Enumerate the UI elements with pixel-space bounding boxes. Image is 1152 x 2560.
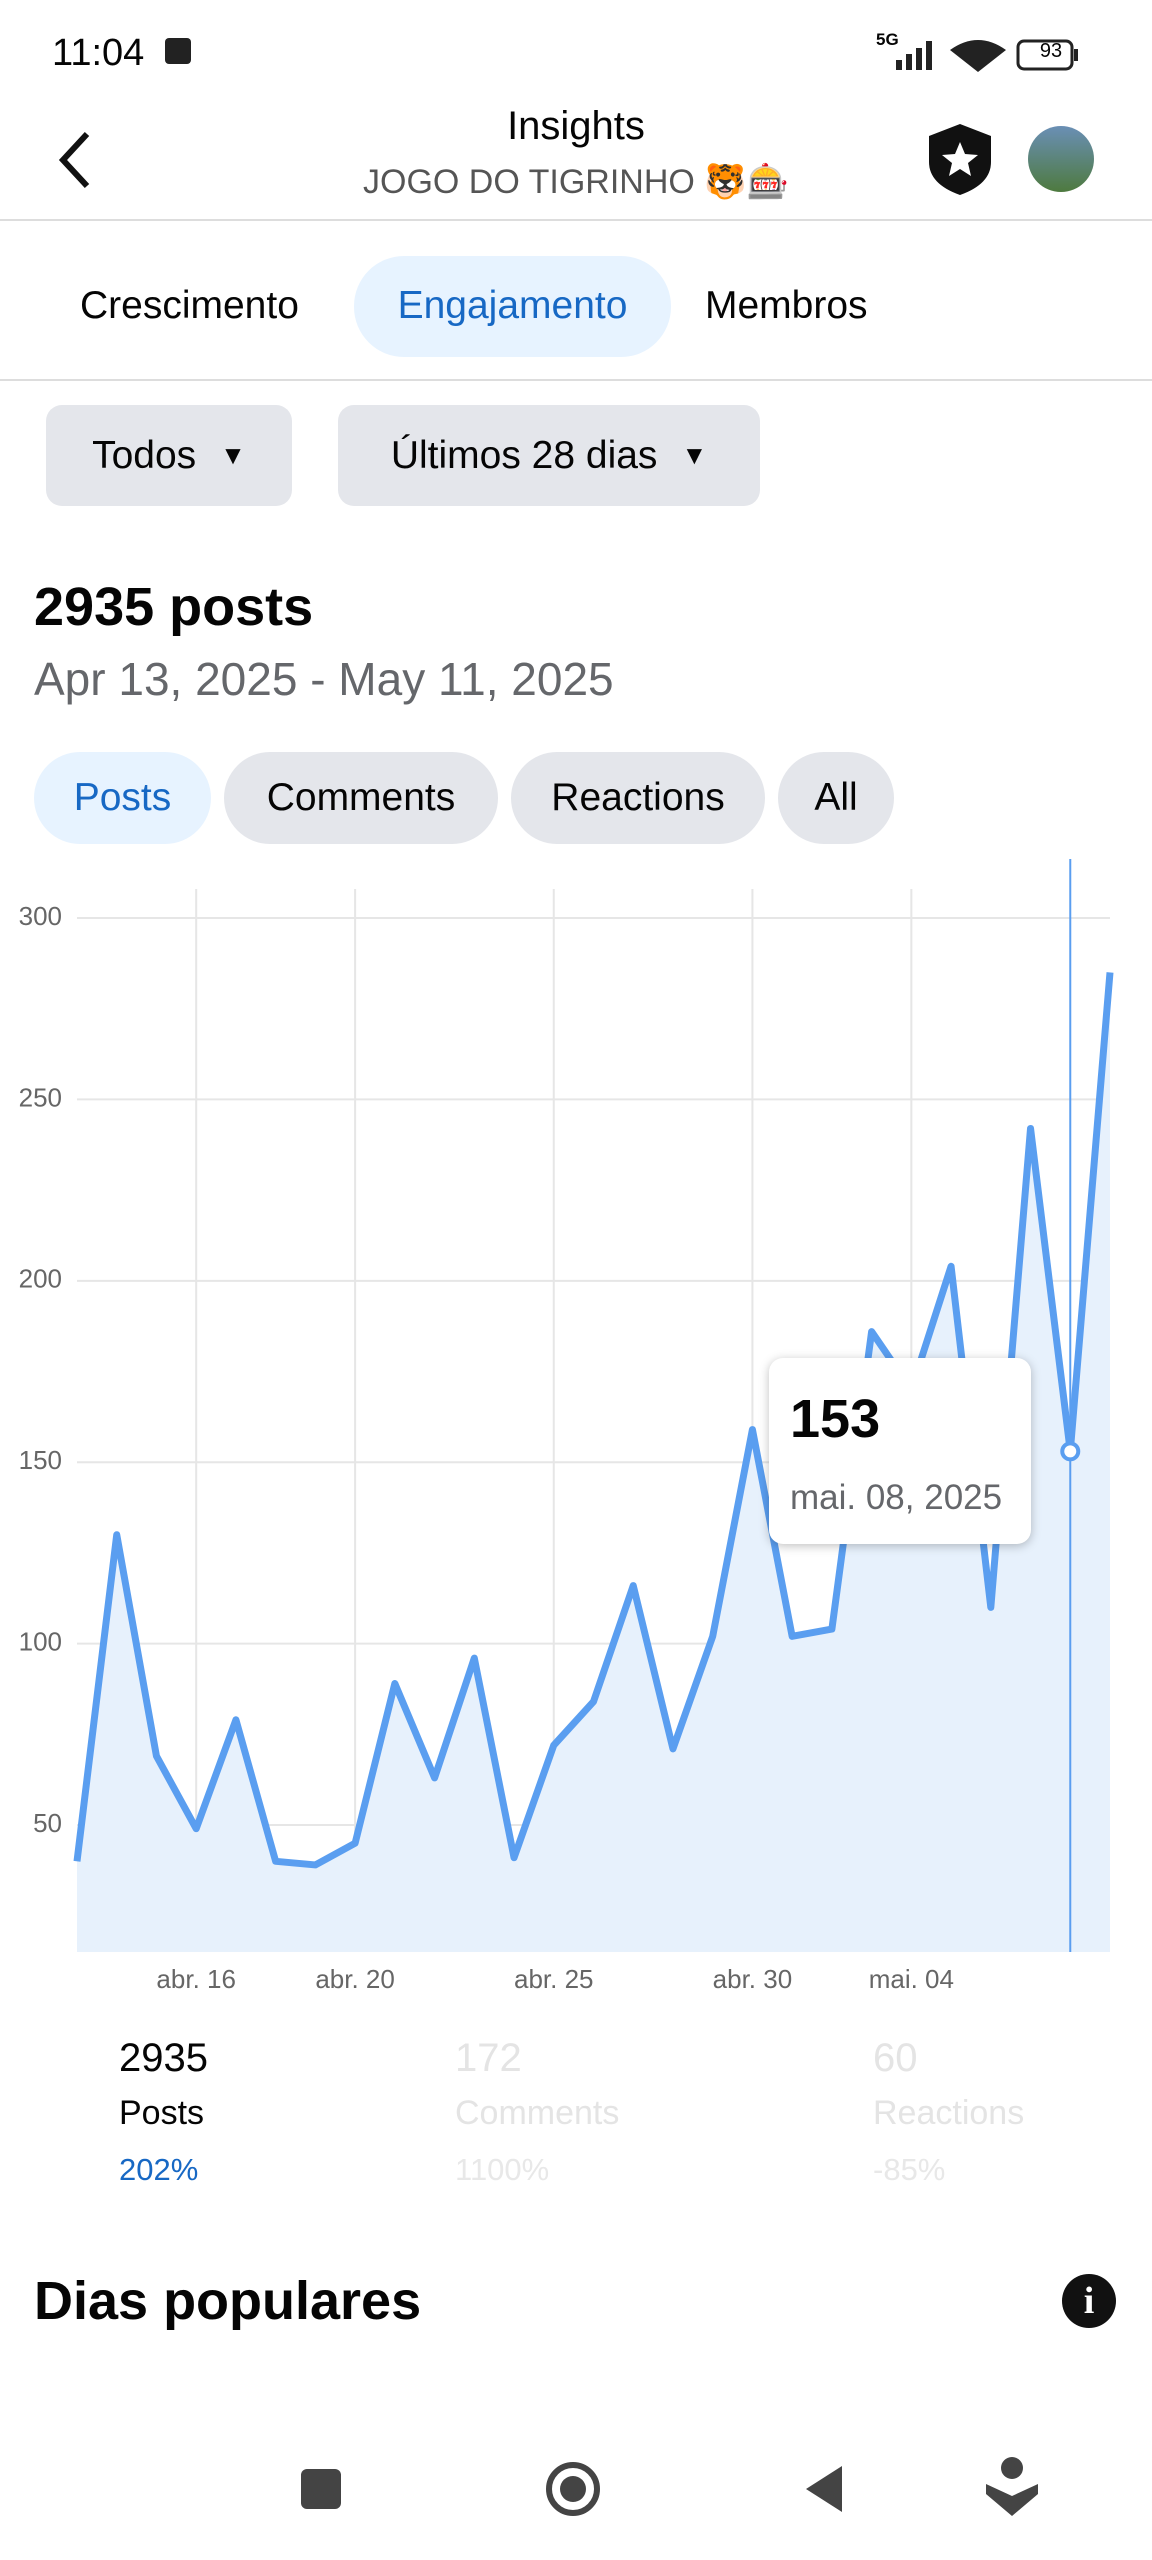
filter-label: Todos <box>92 433 197 477</box>
stat-label: Posts <box>119 2094 205 2132</box>
stat-change: -85% <box>873 2152 946 2187</box>
tooltip-date: mai. 08, 2025 <box>790 1478 1003 1517</box>
y-tick-label: 250 <box>19 1082 62 1112</box>
caret: ▼ <box>681 440 708 470</box>
x-tick-label: abr. 25 <box>514 1964 594 1994</box>
tab-active-bg <box>354 256 671 357</box>
metric-tab[interactable]: Reactions <box>511 752 765 844</box>
divider <box>0 379 1152 381</box>
header-subtitle: JOGO DO TIGRINHO 🐯🎰 <box>363 163 789 201</box>
network-label: 5G <box>876 30 899 49</box>
tab[interactable]: Membros <box>705 284 868 327</box>
tab-active[interactable]: Engajamento <box>397 284 628 327</box>
tab[interactable]: Crescimento <box>80 284 299 327</box>
filter-dropdown[interactable]: Últimos 28 dias ▼ <box>338 405 760 506</box>
admin-badge[interactable] <box>925 122 995 197</box>
x-tick-label: abr. 16 <box>156 1964 236 1994</box>
divider <box>0 219 1152 221</box>
x-tick-label: abr. 30 <box>713 1964 793 1994</box>
y-tick-label: 150 <box>19 1445 62 1475</box>
stat-value: 172 <box>455 2036 522 2080</box>
y-tick-label: 50 <box>33 1808 62 1838</box>
tooltip-value: 153 <box>790 1389 881 1449</box>
filter-dropdown[interactable]: Todos ▼ <box>46 405 292 506</box>
stat-value: 2935 <box>119 2036 208 2080</box>
metric-tab[interactable]: All <box>778 752 894 844</box>
recents-button[interactable] <box>301 2469 341 2509</box>
y-tick-label: 100 <box>19 1626 62 1656</box>
back-nav-button[interactable] <box>806 2466 842 2512</box>
x-tick-label: mai. 04 <box>869 1964 954 1994</box>
x-tick-label: abr. 20 <box>315 1964 395 1994</box>
summary-date: Apr 13, 2025 - May 11, 2025 <box>34 653 614 705</box>
point-marker <box>1060 1441 1081 1462</box>
section-title: Dias populares <box>34 2271 422 2331</box>
upload-icon <box>165 38 191 64</box>
y-tick-label: 300 <box>19 901 62 931</box>
nav-icons <box>301 2457 1038 2516</box>
stat-value: 60 <box>873 2036 918 2080</box>
info-icon[interactable]: i <box>1062 2274 1116 2328</box>
line <box>73 972 1114 1869</box>
header-title: Insights <box>507 104 645 148</box>
battery-level: 93 <box>1039 40 1063 62</box>
stat-change: 202% <box>119 2152 199 2187</box>
caret: ▼ <box>220 440 246 470</box>
status-icons <box>896 39 1078 72</box>
home-button[interactable] <box>546 2462 600 2516</box>
status-time: 11:04 <box>52 32 145 74</box>
line-chart: 50 100 150 200 250 300 abr. 16 abr. 20 abr. 25 ab… <box>19 859 1114 1994</box>
filter-label: Últimos 28 dias <box>390 433 658 477</box>
stat-label: Comments <box>455 2094 620 2132</box>
tooltip: 153 mai. 08, 2025 <box>769 1358 1031 1544</box>
stat-label: Reactions <box>873 2094 1025 2132</box>
area <box>77 972 1110 1952</box>
metric-tab-active[interactable]: Posts <box>34 752 211 844</box>
profile-avatar[interactable] <box>1028 126 1094 192</box>
stat-change: 1100% <box>455 2152 550 2187</box>
y-tick-label: 200 <box>19 1264 62 1294</box>
back-button[interactable] <box>55 130 95 190</box>
summary-title: 2935 posts <box>34 577 314 637</box>
assist-button[interactable] <box>986 2457 1038 2516</box>
metric-tab[interactable]: Comments <box>224 752 498 844</box>
